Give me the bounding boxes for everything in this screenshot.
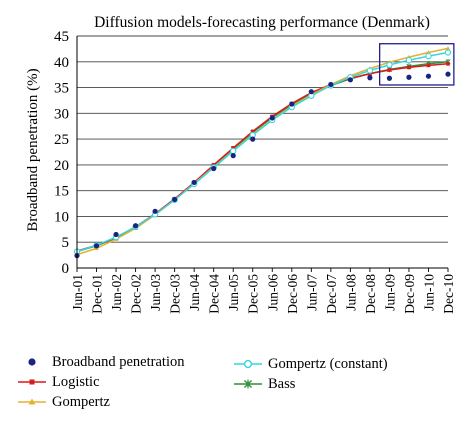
data-point — [230, 147, 237, 155]
series-gompertz-constant — [73, 49, 452, 255]
legend-label: Logistic — [52, 373, 100, 390]
data-point — [426, 63, 431, 68]
x-tick-label: Dec-05 — [246, 274, 261, 314]
data-point — [386, 75, 393, 81]
legend-marker-square-icon — [18, 379, 46, 385]
data-point — [446, 62, 450, 66]
y-tick-label: 40 — [54, 55, 69, 71]
y-tick-label: 25 — [54, 132, 69, 148]
series-line — [76, 51, 449, 253]
x-tick-label: Dec-02 — [129, 274, 144, 314]
series-broadband-penetration — [74, 71, 451, 259]
data-point — [230, 153, 236, 159]
data-point — [445, 71, 451, 77]
y-tick-label: 15 — [54, 184, 69, 200]
data-point — [328, 81, 334, 88]
x-tick-label: Jun-05 — [226, 274, 241, 311]
legend-marker-circle-icon — [234, 359, 262, 369]
x-tick-label: Dec-08 — [363, 274, 378, 314]
data-point — [445, 46, 451, 50]
y-tick-label: 5 — [62, 235, 70, 251]
legend-item-logistic: Logistic — [18, 372, 100, 392]
data-point — [387, 68, 392, 72]
data-point — [425, 52, 432, 60]
legend-item-gompertz-constant: Gompertz (constant) — [234, 354, 388, 374]
data-point — [367, 75, 373, 81]
data-point — [172, 196, 178, 203]
x-tick-label: Jun-02 — [109, 274, 124, 311]
y-tick-label: 0 — [62, 261, 70, 277]
series-gompertz — [74, 46, 451, 257]
x-tick-label: Jun-09 — [382, 274, 397, 311]
data-point — [289, 101, 295, 107]
x-tick-label: Jun-06 — [265, 274, 280, 311]
y-tick-label: 10 — [54, 209, 69, 225]
legend-item-bass: Bass — [234, 374, 295, 394]
y-tick-labels: 0 5 10 15 20 25 30 35 40 45 — [54, 29, 69, 277]
data-point — [426, 50, 431, 55]
legend-label: Bass — [268, 375, 296, 392]
x-tick-label: Dec-01 — [90, 274, 105, 314]
x-tick-label: Dec-09 — [402, 274, 417, 314]
legend-label: Gompertz — [52, 393, 110, 410]
x-tick-label: Jun-07 — [304, 274, 319, 311]
legend-marker-star-icon — [234, 379, 262, 389]
x-tick-label: Dec-06 — [285, 274, 300, 314]
y-tick-label: 30 — [54, 106, 69, 122]
x-tick-label: Jun-10 — [421, 274, 436, 311]
data-point — [93, 243, 100, 249]
x-tick-label: Jun-04 — [187, 274, 202, 311]
chart-title: Diffusion models-forecasting performance… — [94, 14, 430, 31]
data-point — [152, 208, 158, 214]
data-point — [132, 223, 139, 229]
legend-label: Broadband penetration — [52, 353, 185, 370]
data-point — [347, 77, 353, 83]
x-tick-labels: Jun-01 Dec-01 Jun-02 Dec-02 Jun-03 Dec-03 Jun-… — [70, 274, 456, 314]
series-layer — [73, 46, 452, 259]
data-point — [405, 57, 413, 64]
series-line — [76, 61, 449, 253]
data-point — [366, 67, 374, 74]
x-tick-label: Dec-04 — [207, 274, 222, 314]
data-point — [211, 165, 217, 172]
x-tick-label: Jun-08 — [343, 274, 358, 311]
series-line — [76, 63, 449, 252]
axes — [76, 36, 449, 272]
y-axis-label: Broadband penetration (%) — [25, 68, 41, 231]
data-point — [113, 231, 119, 238]
data-point — [250, 136, 256, 142]
legend-item-broadband-penetration: Broadband penetration — [18, 352, 184, 372]
data-point — [191, 179, 197, 186]
legend-marker-dot-icon — [28, 358, 36, 366]
series-logistic — [75, 62, 450, 253]
series-bass — [74, 58, 451, 255]
y-tick-label: 45 — [54, 29, 69, 45]
x-tick-label: Jun-01 — [70, 274, 85, 311]
data-point — [250, 129, 255, 134]
grid-lines — [77, 35, 448, 243]
data-point — [406, 74, 412, 80]
x-tick-label: Dec-07 — [324, 274, 339, 314]
legend-item-gompertz: Gompertz — [18, 392, 110, 412]
y-tick-label: 20 — [54, 158, 69, 174]
highlight-box — [379, 43, 455, 86]
x-tick-label: Dec-10 — [441, 274, 456, 314]
chart-svg: Diffusion models-forecasting performance… — [25, 14, 456, 314]
data-point — [444, 49, 452, 56]
data-point — [386, 61, 393, 69]
series-line — [76, 47, 449, 256]
legend-label: Gompertz (constant) — [268, 355, 388, 372]
data-point — [269, 115, 275, 121]
y-tick-label: 35 — [54, 81, 69, 97]
data-point — [308, 89, 314, 95]
data-point — [425, 73, 432, 79]
data-point — [407, 65, 411, 70]
x-tick-label: Jun-03 — [148, 274, 163, 311]
legend-marker-triangle-icon — [18, 398, 46, 405]
x-tick-label: Dec-03 — [168, 274, 183, 314]
